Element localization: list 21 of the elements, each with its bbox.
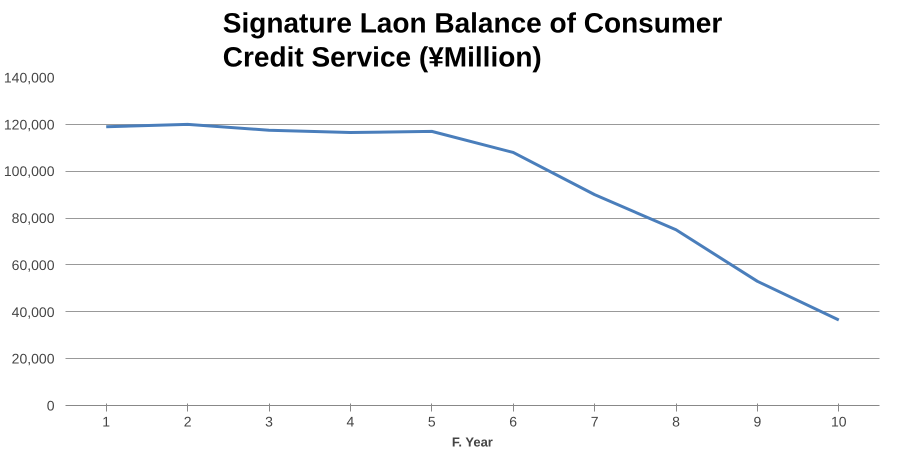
y-tick-label: 40,000 (12, 304, 55, 320)
x-axis-title: F. Year (452, 434, 493, 450)
x-tick-label: 3 (265, 414, 274, 430)
x-tick-label: 5 (428, 414, 436, 430)
y-tick-label: 0 (46, 398, 55, 414)
line-series (104, 122, 840, 322)
x-tick-label: 6 (509, 414, 518, 430)
x-tick-label: 8 (672, 414, 680, 430)
x-tick-label: 1 (102, 414, 110, 430)
y-tick-label: 100,000 (4, 163, 55, 180)
x-tick-label: 2 (184, 414, 192, 430)
y-tick-label: 120,000 (4, 116, 55, 132)
y-tick-label: 20,000 (12, 350, 55, 367)
chart-title: Signature Laon Balance of Consumer Credit Service (¥Million) (222, 7, 722, 72)
x-tick-label: 4 (346, 414, 355, 430)
y-tick-label: 80,000 (12, 210, 55, 226)
y-tick-label: 140,000 (4, 70, 55, 86)
y-tick-label: 60,000 (12, 256, 55, 273)
x-tick-label: 9 (754, 414, 762, 430)
x-tick-label: 10 (831, 414, 847, 430)
x-tick-label: 7 (590, 414, 599, 430)
